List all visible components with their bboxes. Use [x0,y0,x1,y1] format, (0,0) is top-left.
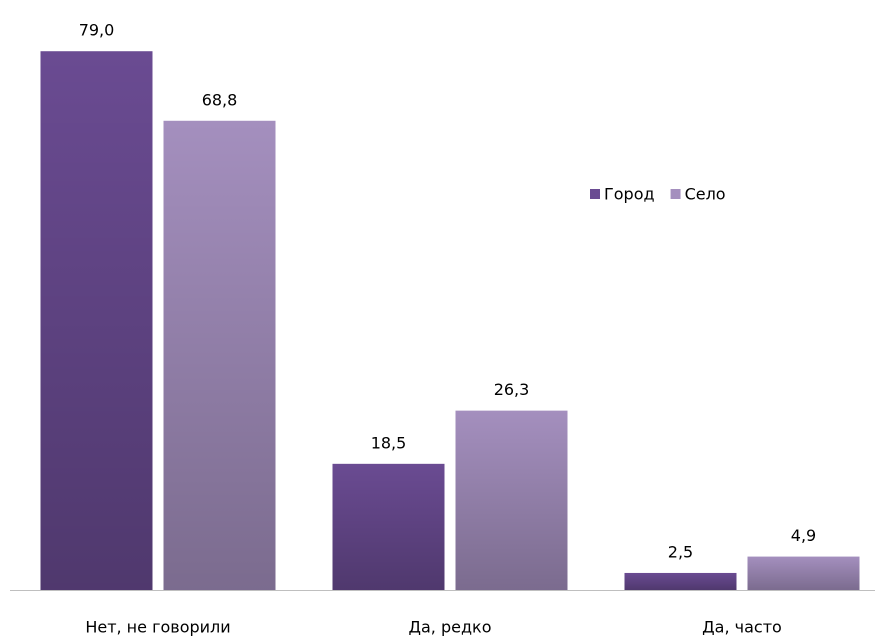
legend-label: Село [685,185,726,204]
x-tick-label: Да, часто [702,618,782,637]
value-label: 18,5 [371,433,407,452]
legend-swatch [590,189,600,199]
bar-shade [332,463,445,590]
x-tick-label: Нет, не говорили [85,618,230,637]
value-label: 4,9 [791,526,816,545]
value-label: 2,5 [668,542,693,561]
value-label: 26,3 [494,380,530,399]
bar-shade [624,572,737,590]
bar-shade [163,120,276,590]
legend-swatch [670,189,681,199]
bar-shade [40,51,153,591]
value-label: 79,0 [79,21,115,40]
bar-shade [747,556,860,590]
value-label: 68,8 [202,90,238,109]
legend-label: Город [604,185,655,204]
bar-shade [455,410,568,590]
x-tick-label: Да, редко [409,618,492,637]
